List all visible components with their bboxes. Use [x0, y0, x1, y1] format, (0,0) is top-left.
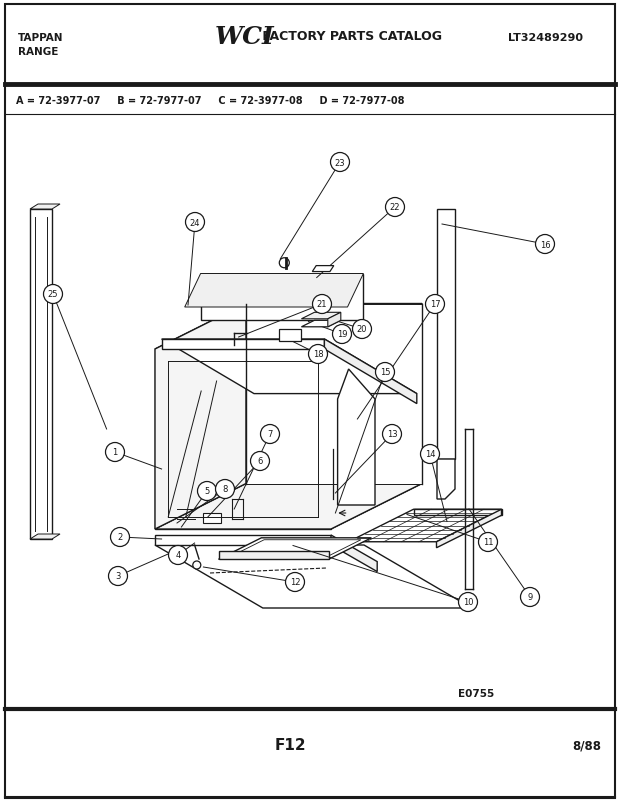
Polygon shape	[203, 513, 221, 524]
Polygon shape	[348, 510, 502, 542]
Polygon shape	[436, 510, 502, 548]
Text: 15: 15	[379, 368, 390, 377]
Circle shape	[185, 214, 205, 232]
Circle shape	[383, 425, 402, 444]
Circle shape	[216, 480, 234, 499]
Circle shape	[279, 259, 290, 268]
Polygon shape	[155, 536, 331, 545]
Text: E0755: E0755	[458, 688, 494, 698]
Text: 24: 24	[190, 218, 200, 227]
Text: 21: 21	[317, 300, 327, 309]
Text: 8: 8	[223, 485, 228, 494]
Polygon shape	[301, 321, 341, 328]
Text: 7: 7	[267, 430, 273, 439]
Circle shape	[332, 325, 352, 344]
Text: 2: 2	[117, 533, 123, 542]
Text: RANGE: RANGE	[18, 47, 58, 57]
Circle shape	[386, 198, 404, 218]
Text: 14: 14	[425, 450, 435, 459]
Polygon shape	[30, 210, 52, 540]
Circle shape	[105, 443, 125, 462]
Polygon shape	[155, 349, 331, 529]
Polygon shape	[162, 340, 417, 394]
Text: F12: F12	[274, 737, 306, 752]
Polygon shape	[218, 538, 371, 560]
Circle shape	[198, 482, 216, 501]
Circle shape	[425, 296, 445, 314]
Text: FACTORY PARTS CATALOG: FACTORY PARTS CATALOG	[258, 30, 442, 43]
Text: 9: 9	[528, 593, 533, 601]
Circle shape	[108, 567, 128, 585]
Polygon shape	[246, 304, 422, 484]
Polygon shape	[155, 545, 472, 608]
Circle shape	[260, 425, 280, 444]
Text: 22: 22	[390, 203, 401, 212]
Text: 8/88: 8/88	[572, 739, 601, 752]
Polygon shape	[201, 274, 363, 320]
Text: 6: 6	[257, 457, 263, 466]
Circle shape	[330, 153, 350, 173]
Text: 23: 23	[335, 158, 345, 167]
Circle shape	[536, 235, 554, 255]
Text: 18: 18	[312, 350, 323, 359]
Circle shape	[110, 528, 130, 547]
Text: 12: 12	[290, 578, 300, 587]
Text: 20: 20	[356, 325, 367, 334]
Polygon shape	[30, 205, 60, 210]
Polygon shape	[155, 304, 246, 529]
Text: A = 72-3977-07     B = 72-7977-07     C = 72-3977-08     D = 72-7977-08: A = 72-3977-07 B = 72-7977-07 C = 72-397…	[16, 96, 404, 106]
Polygon shape	[338, 369, 375, 505]
Text: 1: 1	[112, 448, 118, 457]
Text: LT32489290: LT32489290	[508, 33, 583, 43]
Polygon shape	[437, 459, 455, 499]
Text: 3: 3	[115, 572, 121, 581]
Circle shape	[312, 296, 332, 314]
Polygon shape	[414, 510, 502, 516]
Circle shape	[420, 445, 440, 464]
Circle shape	[309, 345, 327, 364]
Polygon shape	[324, 340, 417, 404]
Polygon shape	[280, 329, 301, 341]
Polygon shape	[229, 540, 361, 557]
Polygon shape	[301, 313, 341, 320]
Text: 4: 4	[175, 551, 180, 560]
Polygon shape	[328, 313, 341, 328]
Polygon shape	[331, 304, 422, 529]
Polygon shape	[155, 304, 422, 349]
Polygon shape	[218, 552, 329, 560]
Text: 16: 16	[539, 240, 551, 249]
Circle shape	[250, 452, 270, 471]
Text: 11: 11	[483, 538, 494, 547]
Polygon shape	[162, 340, 324, 349]
Polygon shape	[331, 536, 377, 572]
Polygon shape	[185, 274, 363, 308]
Text: 17: 17	[430, 300, 440, 309]
Circle shape	[285, 573, 304, 592]
Polygon shape	[155, 484, 422, 529]
Circle shape	[193, 561, 201, 569]
Circle shape	[479, 533, 497, 552]
Polygon shape	[312, 267, 334, 272]
Circle shape	[376, 363, 394, 382]
Circle shape	[521, 588, 539, 607]
Text: 19: 19	[337, 330, 347, 339]
Text: 25: 25	[48, 290, 58, 300]
Text: TAPPAN: TAPPAN	[18, 33, 63, 43]
Circle shape	[353, 320, 371, 339]
Circle shape	[43, 285, 63, 304]
Text: WCI: WCI	[215, 25, 275, 49]
Text: 5: 5	[205, 487, 210, 496]
Text: 13: 13	[387, 430, 397, 439]
Polygon shape	[30, 534, 60, 540]
Polygon shape	[437, 210, 455, 459]
Circle shape	[459, 593, 477, 612]
Text: ereplacementparts.com: ereplacementparts.com	[252, 450, 368, 459]
Text: 10: 10	[463, 597, 473, 607]
Circle shape	[169, 546, 187, 565]
